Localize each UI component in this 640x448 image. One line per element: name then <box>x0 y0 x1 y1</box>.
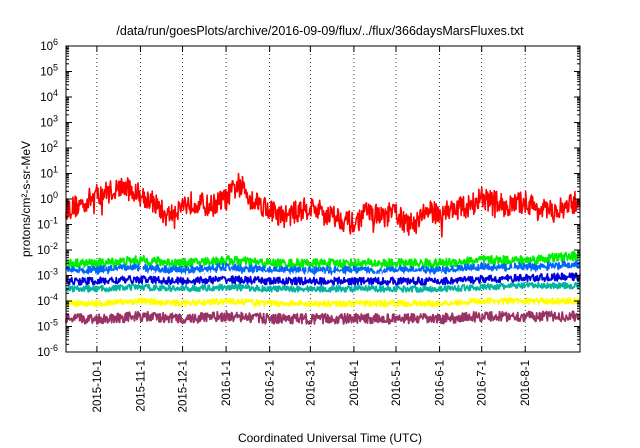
series-line <box>65 172 581 238</box>
x-tick-label: 2016-1-1 <box>221 360 233 406</box>
y-tick-label: 101 <box>40 165 58 181</box>
y-tick-label: 106 <box>40 37 58 53</box>
series-line <box>65 297 581 308</box>
x-tick-label: 2016-8-1 <box>520 360 532 406</box>
series-line <box>65 250 581 269</box>
y-tick-label: 103 <box>40 114 58 130</box>
y-tick-label: 102 <box>40 139 58 155</box>
series-line <box>65 310 581 325</box>
x-tick-label: 2015-12-1 <box>178 360 190 412</box>
x-axis-label: Coordinated Universal Time (UTC) <box>238 431 422 445</box>
x-tick-label: 2016-2-1 <box>265 360 277 406</box>
y-tick-label: 10-4 <box>37 292 58 308</box>
series-group <box>65 172 581 325</box>
x-tick-label: 2016-7-1 <box>477 360 489 406</box>
y-tick-label: 10-2 <box>37 241 58 257</box>
series-line <box>65 260 581 277</box>
y-axis: 10-6 10-5 10-4 10-3 10-2 10-1 100 101 102 103 104 1… <box>37 37 580 359</box>
x-tick-label: 2015-10-1 <box>92 360 104 412</box>
y-tick-label: 105 <box>40 63 58 79</box>
y-tick-label: 10-6 <box>37 343 58 359</box>
y-tick-label: 10-1 <box>37 216 58 232</box>
y-axis-label: protons/cm²-s-sr-MeV <box>19 141 33 257</box>
x-tick-label: 2016-4-1 <box>349 360 361 406</box>
x-tick-label: 2015-11-1 <box>135 360 147 412</box>
x-axis: 2015-10-1 2015-11-1 2015-12-1 2016-1-1 2016-… <box>92 46 532 412</box>
y-tick-label: 10-3 <box>37 267 58 283</box>
x-tick-label: 2016-5-1 <box>391 360 403 406</box>
y-tick-label: 10-5 <box>37 318 58 334</box>
y-tick-label: 104 <box>40 88 58 104</box>
x-tick-label: 2016-3-1 <box>305 360 317 406</box>
y-tick-label: 100 <box>40 190 58 206</box>
series-line <box>65 281 581 293</box>
chart-title: /data/run/goesPlots/archive/2016-09-09/f… <box>116 24 524 38</box>
series-line <box>65 272 581 286</box>
x-tick-label: 2016-6-1 <box>435 360 447 406</box>
